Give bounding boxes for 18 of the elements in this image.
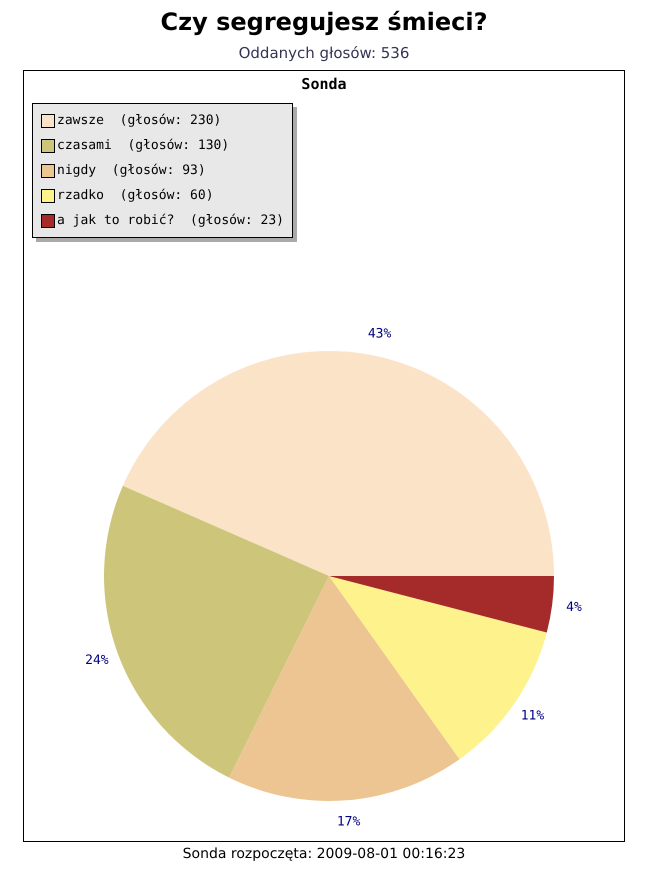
chart-title: Czy segregujesz śmieci?	[160, 8, 488, 36]
legend-label: nigdy (głosów: 93)	[57, 162, 206, 180]
data-label: 43%	[368, 326, 392, 342]
text: Sonda	[301, 75, 347, 93]
data-label: 11%	[520, 708, 544, 724]
legend-label: a jak to robić? (głosów: 23)	[57, 212, 284, 230]
chart-subtitle: Oddanych głosów: 536	[238, 44, 410, 62]
pie-slice	[122, 351, 554, 576]
pie-slice	[329, 576, 547, 760]
data-label: 4%	[566, 600, 582, 615]
data-label: 24%	[85, 652, 109, 668]
legend-label: rzadko (głosów: 60)	[57, 187, 214, 205]
legend-label: zawsze (głosów: 230)	[57, 112, 222, 130]
data-label: 17%	[336, 814, 360, 830]
pie-slice	[329, 576, 554, 633]
pie-slice	[229, 576, 460, 801]
text: Sonda rozpoczęta: 2009-08-01 00:16:23	[182, 846, 466, 862]
legend-label: czasami (głosów: 130)	[57, 137, 230, 155]
